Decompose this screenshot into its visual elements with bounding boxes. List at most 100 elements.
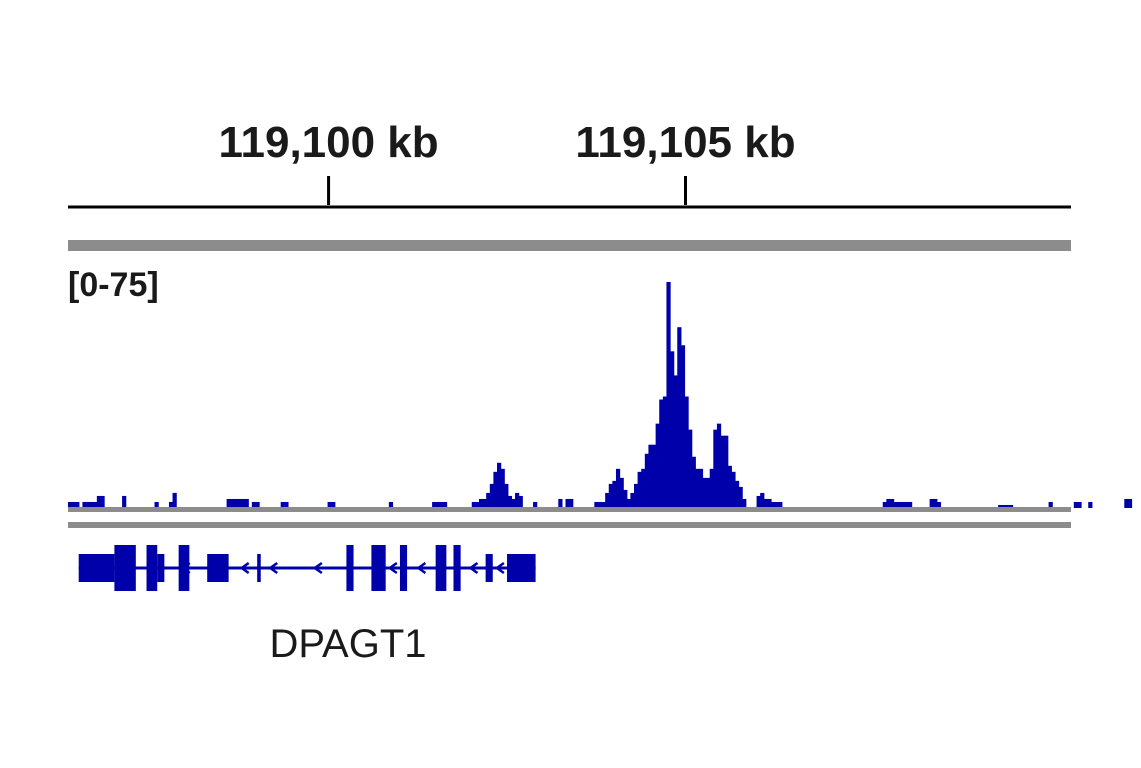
coverage-bar-227 bbox=[886, 498, 891, 508]
coverage-bar-73 bbox=[331, 501, 336, 508]
coverage-bar-112 bbox=[471, 501, 476, 508]
coverage-bar-259 bbox=[1001, 504, 1006, 508]
strand-arrow-2 bbox=[268, 561, 278, 575]
coverage-bar-114 bbox=[478, 498, 484, 508]
exon-block-4 bbox=[371, 545, 386, 591]
coverage-bar-101 bbox=[432, 501, 437, 508]
coverage-bar-129 bbox=[533, 501, 538, 508]
coverage-bar-15 bbox=[122, 495, 127, 508]
coverage-bar-104 bbox=[442, 501, 448, 508]
coverage-bar-151 bbox=[612, 480, 617, 508]
strand-arrow-5 bbox=[416, 561, 427, 575]
coverage-bar-46 bbox=[233, 498, 239, 508]
track-divider-top bbox=[68, 240, 1071, 251]
coverage-bar-179 bbox=[713, 429, 718, 508]
coverage-bar-293 bbox=[1124, 498, 1129, 508]
utr-block-3 bbox=[257, 554, 261, 582]
coverage-bar-160 bbox=[644, 453, 650, 508]
coverage-bar-283 bbox=[1088, 501, 1093, 508]
coverage-bar-47 bbox=[237, 498, 242, 508]
coverage-bar-29 bbox=[172, 492, 177, 508]
utr-block-1 bbox=[157, 554, 165, 582]
coverage-bar-175 bbox=[698, 468, 704, 508]
coverage-bar-191 bbox=[756, 495, 761, 508]
coverage-bar-0 bbox=[68, 501, 73, 508]
coverage-bar-49 bbox=[244, 498, 249, 508]
coverage-track bbox=[68, 282, 1133, 508]
coverage-bar-167 bbox=[670, 351, 675, 508]
coverage-bar-113 bbox=[475, 501, 480, 508]
ruler-tick-label-0: 119,100 kb bbox=[218, 118, 438, 167]
coverage-bar-184 bbox=[731, 471, 736, 508]
track-divider-bottom bbox=[68, 522, 1071, 528]
strand-arrow-4 bbox=[387, 561, 398, 575]
coverage-bar-123 bbox=[511, 498, 516, 508]
coverage-bar-165 bbox=[662, 396, 668, 508]
coverage-bar-125 bbox=[518, 495, 523, 508]
coverage-bar-226 bbox=[882, 501, 887, 508]
strand-arrow-3 bbox=[312, 561, 323, 575]
coverage-bar-183 bbox=[727, 465, 732, 508]
coverage-bar-146 bbox=[594, 501, 599, 508]
utr-block-0 bbox=[78, 554, 115, 582]
coverage-bar-231 bbox=[900, 501, 905, 508]
coverage-bar-261 bbox=[1008, 504, 1014, 508]
track-baseline bbox=[68, 507, 1071, 512]
coverage-bar-240 bbox=[933, 498, 938, 508]
coverage-bar-116 bbox=[486, 492, 491, 508]
coverage-bar-180 bbox=[716, 423, 722, 508]
coverage-bar-168 bbox=[673, 375, 678, 508]
coverage-bar-158 bbox=[637, 471, 642, 508]
coverage-bar-136 bbox=[558, 498, 563, 508]
coverage-bar-181 bbox=[720, 435, 725, 508]
coverage-bar-115 bbox=[482, 498, 487, 508]
coverage-bar-1 bbox=[71, 501, 76, 508]
coverage-bar-4 bbox=[82, 501, 87, 508]
coverage-bar-193 bbox=[763, 498, 768, 508]
coverage-bar-171 bbox=[684, 396, 689, 508]
coverage-bar-260 bbox=[1005, 504, 1010, 508]
coverage-bar-186 bbox=[738, 486, 743, 508]
coverage-bar-122 bbox=[507, 495, 513, 508]
strand-arrow-0 bbox=[180, 561, 191, 575]
coverage-bar-103 bbox=[439, 501, 444, 508]
strand-arrow-1 bbox=[239, 561, 250, 575]
coverage-bar-7 bbox=[93, 501, 98, 508]
coverage-bar-119 bbox=[497, 462, 502, 508]
coverage-bar-48 bbox=[241, 498, 246, 508]
coverage-bar-5 bbox=[86, 501, 91, 508]
coverage-bar-139 bbox=[569, 498, 574, 508]
coverage-bar-166 bbox=[666, 282, 671, 508]
coverage-bar-241 bbox=[936, 501, 942, 508]
utr-block-5 bbox=[507, 554, 536, 582]
coverage-bar-272 bbox=[1048, 501, 1053, 508]
coverage-bar-9 bbox=[100, 495, 105, 508]
coverage-bar-279 bbox=[1073, 501, 1079, 508]
coverage-bar-232 bbox=[904, 501, 909, 508]
coverage-bar-154 bbox=[623, 489, 628, 508]
coverage-bar-150 bbox=[608, 483, 613, 508]
coverage-bar-59 bbox=[280, 501, 285, 508]
coverage-bar-164 bbox=[659, 399, 664, 508]
coverage-bar-162 bbox=[652, 444, 657, 508]
coverage-bar-89 bbox=[388, 501, 394, 508]
coverage-bar-195 bbox=[770, 501, 776, 508]
strand-arrow-7 bbox=[494, 561, 505, 575]
coverage-bar-169 bbox=[677, 327, 682, 508]
gene-model-dpagt1 bbox=[78, 545, 536, 591]
coverage-bar-173 bbox=[691, 456, 696, 508]
exon-block-7 bbox=[453, 545, 461, 591]
coverage-bar-147 bbox=[597, 501, 603, 508]
coverage-bar-196 bbox=[774, 501, 779, 508]
coverage-bar-176 bbox=[702, 477, 707, 508]
coverage-bar-121 bbox=[504, 483, 509, 508]
coverage-bar-8 bbox=[96, 495, 102, 508]
coverage-bar-182 bbox=[724, 435, 729, 508]
coverage-bar-102 bbox=[435, 501, 440, 508]
coverage-bar-153 bbox=[619, 477, 624, 508]
coverage-bar-163 bbox=[655, 423, 660, 508]
coverage-bar-194 bbox=[767, 498, 772, 508]
coverage-bar-138 bbox=[565, 498, 570, 508]
coverage-bar-51 bbox=[251, 501, 257, 508]
